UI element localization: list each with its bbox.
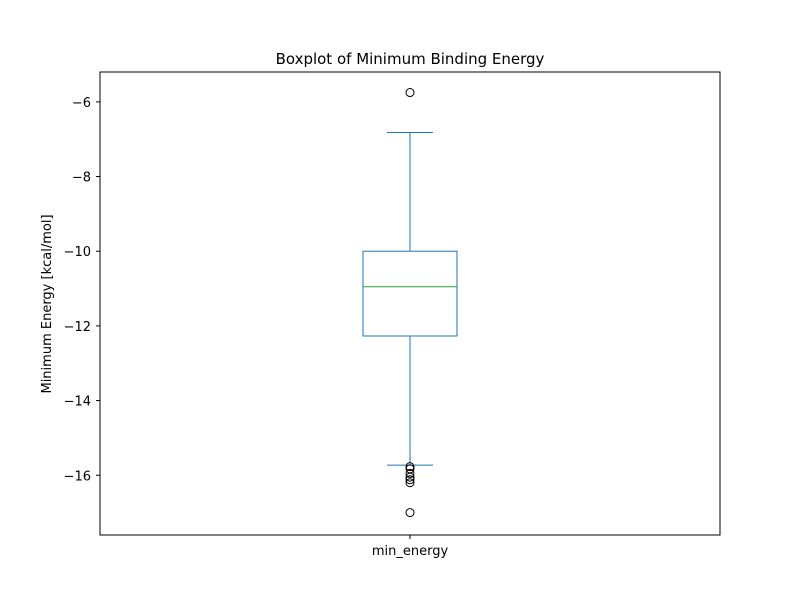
outlier-point <box>405 472 415 482</box>
y-tick-label: −16 <box>64 469 91 484</box>
y-axis-ticks: −6 −8 −10 −12 −14 −16 <box>64 96 100 484</box>
y-tick-label: −14 <box>64 395 91 410</box>
y-axis-label: Minimum Energy [kcal/mol] <box>40 214 55 393</box>
outlier-point <box>405 88 415 98</box>
x-axis-ticks: min_energy <box>372 535 449 559</box>
outlier-point <box>405 478 415 488</box>
plot-frame <box>99 71 721 536</box>
y-tick-label: −8 <box>72 171 91 186</box>
y-tick-label: −10 <box>64 245 91 260</box>
chart-title: Boxplot of Minimum Binding Energy <box>276 50 545 68</box>
y-tick-label: −6 <box>72 96 91 111</box>
outlier-point <box>405 462 415 472</box>
box-plot <box>362 131 458 466</box>
x-category-label: min_energy <box>372 544 449 559</box>
outlier-point <box>405 475 415 485</box>
outlier-point <box>405 508 415 518</box>
outliers <box>405 88 415 518</box>
outlier-point <box>405 468 415 478</box>
interquartile-box <box>362 250 458 337</box>
y-tick-label: −12 <box>64 320 91 335</box>
